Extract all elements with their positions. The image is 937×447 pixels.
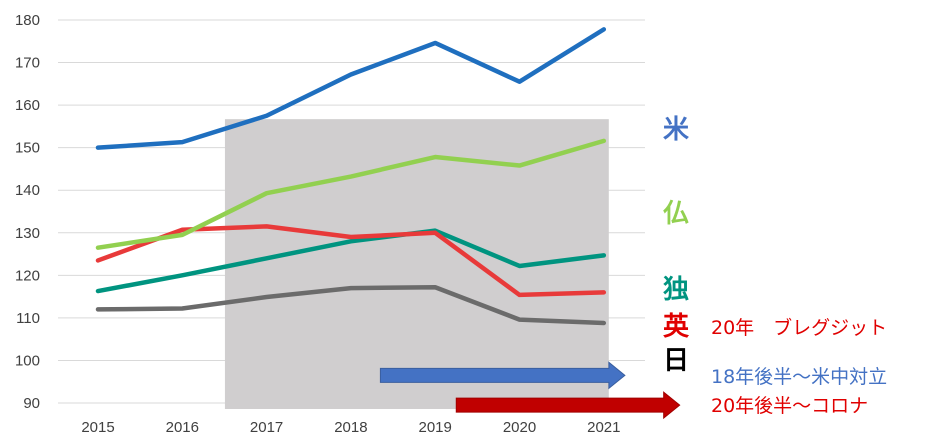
annotation-arrow: [455, 391, 681, 420]
x-tick-label: 2021: [587, 419, 620, 436]
series-line: [95, 224, 607, 298]
y-tick-label: 100: [15, 352, 40, 369]
y-tick-label: 120: [15, 267, 40, 284]
x-tick-label: 2016: [166, 419, 199, 436]
series-label-japan: 日: [663, 346, 689, 376]
y-tick-label: 90: [23, 395, 40, 412]
series-label-uk: 英: [663, 312, 690, 342]
series-line: [95, 138, 607, 250]
y-tick-label: 180: [15, 12, 40, 29]
series-line: [95, 284, 607, 326]
annotation-corona: 20年後半～コロナ: [711, 395, 868, 417]
series-lines: [95, 27, 607, 326]
x-axis-ticks: 2015 2016 2017 2018 2019 2020 2021: [81, 419, 620, 436]
y-tick-label: 130: [15, 225, 40, 242]
y-axis-ticks: 90 100 110 120 130 140 150 160 170 180: [15, 12, 40, 412]
series-line: [95, 27, 607, 150]
series-label-us: 米: [663, 115, 689, 145]
series-label-france: 仏: [663, 199, 689, 229]
y-tick-label: 160: [15, 97, 40, 114]
x-tick-label: 2020: [503, 419, 536, 436]
y-tick-label: 110: [16, 310, 40, 327]
x-tick-label: 2017: [250, 419, 283, 436]
annotation-brexit: 20年 ブレグジット: [711, 316, 887, 339]
x-tick-label: 2015: [81, 419, 114, 436]
x-tick-label: 2019: [419, 419, 452, 436]
series-label-germany: 独: [663, 275, 689, 305]
y-tick-label: 140: [15, 182, 40, 199]
annotation-us-china: 18年後半～米中対立: [711, 366, 887, 388]
x-tick-label: 2018: [334, 419, 367, 436]
y-tick-label: 150: [15, 140, 40, 157]
y-tick-label: 170: [15, 55, 40, 72]
series-line: [95, 228, 607, 294]
annotation-arrow: [379, 361, 626, 390]
annotation-arrows: [379, 361, 681, 420]
